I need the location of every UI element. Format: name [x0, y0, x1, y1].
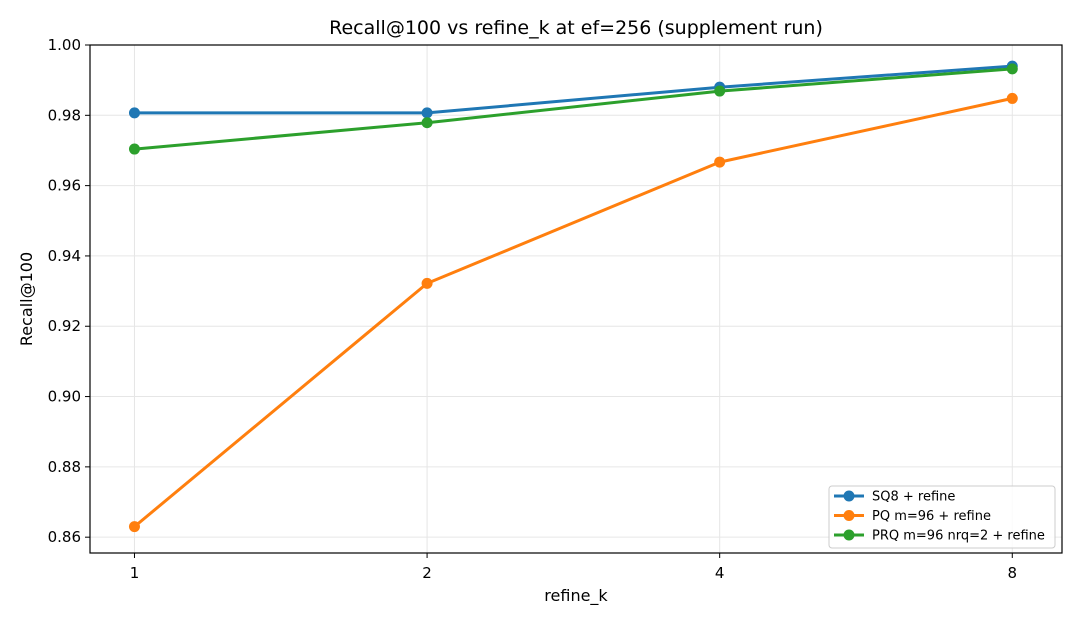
legend-entry: SQ8 + refine — [834, 490, 955, 505]
series-layer — [128, 60, 1018, 533]
plot-frame — [89, 44, 1063, 554]
data-point — [1006, 63, 1018, 75]
chart-title: Recall@100 vs refine_k at ef=256 (supple… — [329, 17, 823, 39]
legend-label: PRQ m=96 nrq=2 + refine — [872, 529, 1045, 544]
legend-box — [828, 485, 1056, 549]
series-line — [133, 96, 1014, 529]
y-tick-label: 0.96 — [48, 177, 81, 195]
legend-marker — [843, 529, 855, 541]
data-point — [128, 107, 140, 119]
y-tick-label: 0.92 — [48, 317, 81, 335]
data-point — [421, 117, 433, 129]
y-tick-label: 0.98 — [48, 106, 81, 124]
series-0 — [128, 60, 1018, 119]
x-axis-label: refine_k — [544, 586, 608, 606]
grid — [90, 44, 1062, 553]
legend-marker — [843, 510, 855, 521]
data-point — [421, 277, 433, 289]
legend-marker — [843, 490, 855, 502]
series-1 — [128, 92, 1018, 533]
x-tick-label: 8 — [1008, 564, 1018, 582]
data-point — [714, 85, 726, 97]
data-point — [1006, 92, 1018, 104]
legend: SQ8 + refine PQ m=96 + refine PRQ m=96 nrq… — [828, 485, 1056, 549]
data-point — [128, 143, 140, 155]
data-point — [128, 521, 140, 533]
series-line — [133, 67, 1014, 151]
series-2 — [128, 63, 1018, 155]
x-tick-label: 2 — [422, 564, 432, 582]
y-tick-label: 0.90 — [48, 388, 81, 406]
y-tick-label: 0.86 — [48, 528, 81, 546]
series-line — [133, 64, 1014, 115]
y-tick-label: 0.88 — [48, 458, 81, 476]
x-tick-label: 1 — [130, 564, 140, 582]
legend-label: SQ8 + refine — [872, 490, 955, 505]
data-point — [421, 107, 433, 119]
data-point — [714, 156, 726, 168]
axis-ticks: 1 2 4 8 0.86 0.88 0.90 0.92 0.94 0.96 0.98 1.00 — [48, 36, 1017, 582]
y-tick-label: 1.00 — [48, 36, 81, 54]
legend-entry: PRQ m=96 nrq=2 + refine — [834, 529, 1045, 544]
legend-entry: PQ m=96 + refine — [834, 509, 991, 524]
y-axis-label: Recall@100 — [17, 252, 36, 346]
x-tick-label: 4 — [715, 564, 725, 582]
legend-label: PQ m=96 + refine — [872, 509, 991, 524]
y-tick-label: 0.94 — [48, 247, 81, 265]
